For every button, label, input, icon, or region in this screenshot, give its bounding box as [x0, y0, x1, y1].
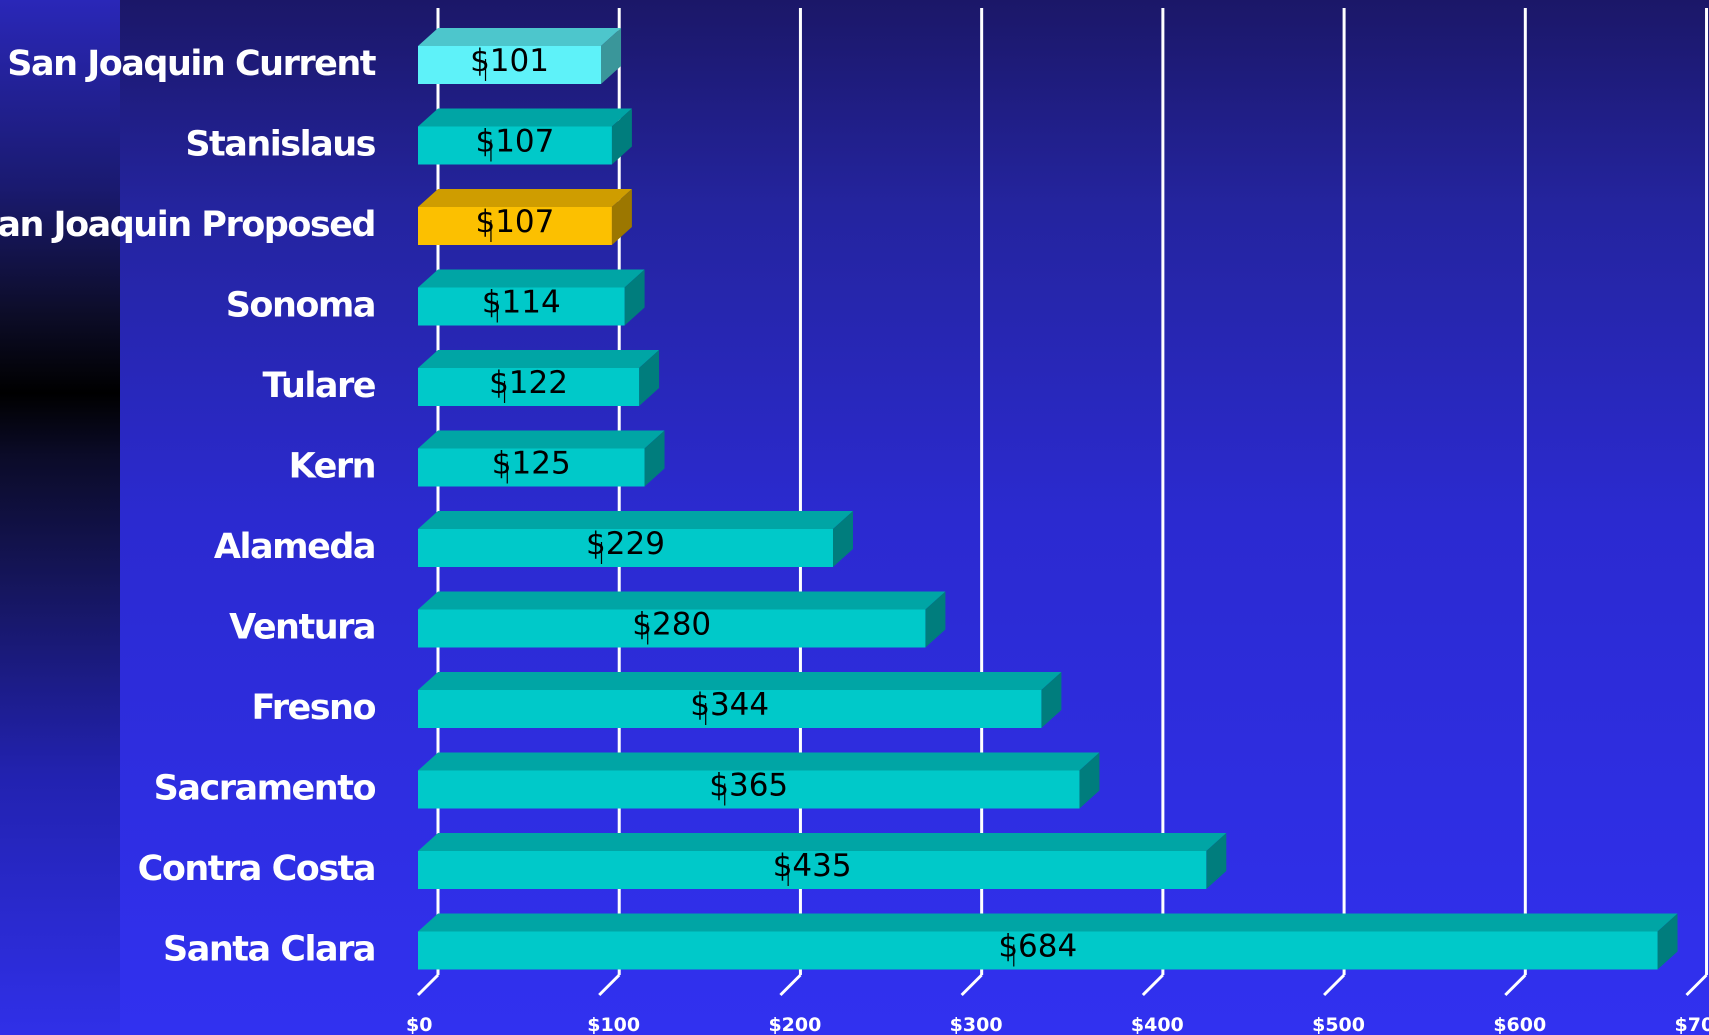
bar-top-face: [418, 28, 622, 46]
x-tick-label: $600: [1493, 1014, 1546, 1035]
bar-top-face: [418, 189, 632, 207]
value-label: $365: [709, 768, 788, 804]
category-label: Ventura: [229, 608, 375, 648]
bar-top-face: [418, 752, 1100, 771]
bar-side-face: [611, 108, 632, 165]
bar-top-face: [418, 913, 1678, 932]
bar-group: $107: [418, 108, 632, 165]
x-tick-label: $100: [587, 1014, 640, 1035]
bar-group: $122: [418, 350, 660, 406]
category-label: Santa Clara: [163, 930, 375, 970]
category-label: Sonoma: [226, 286, 375, 326]
bar: [418, 851, 1207, 889]
value-label: $435: [773, 848, 852, 884]
floor-line: [416, 973, 440, 997]
bar-group: $125: [418, 430, 665, 487]
bar: [418, 368, 640, 406]
bar-side-face: [1079, 752, 1100, 809]
floor-line: [960, 973, 983, 997]
bar: [418, 770, 1080, 809]
value-label: $344: [690, 687, 769, 723]
value-label: $280: [632, 607, 711, 643]
bars: $101 $107 $107 $114 $122 $125 $229 $280 $344 $365…: [418, 28, 1678, 970]
bar-side-face: [639, 350, 660, 406]
x-tick-label: $400: [1131, 1014, 1184, 1035]
floor-line: [1685, 973, 1708, 997]
bar-side-face: [925, 591, 946, 648]
bar-top-face: [418, 108, 632, 127]
category-label: Alameda: [214, 527, 375, 567]
x-tick-label: $700: [1675, 1014, 1709, 1035]
x-tick-label: $200: [768, 1014, 821, 1035]
category-labels: San Joaquin Current Stanislaus San Joaquin…: [0, 44, 377, 970]
bar-group: $101: [418, 28, 622, 84]
bar-top-face: [418, 833, 1227, 851]
floor-line: [598, 973, 621, 997]
category-label: Contra Costa: [138, 849, 375, 889]
category-label: Tulare: [262, 366, 375, 406]
value-label: $125: [492, 446, 571, 482]
bar-side-face: [1657, 913, 1678, 970]
bar-group: $684: [418, 913, 1678, 970]
bar: [418, 46, 602, 84]
x-tick-label: $500: [1312, 1014, 1365, 1035]
bar-top-face: [418, 350, 660, 368]
bar: [418, 207, 612, 245]
category-label: San Joaquin Proposed: [0, 205, 375, 245]
value-label: $101: [470, 43, 549, 79]
floor-line: [779, 973, 802, 997]
bar-group: $365: [418, 752, 1100, 809]
bar-group: $229: [418, 511, 853, 567]
bar: [418, 690, 1042, 728]
floor-line: [1504, 973, 1527, 997]
x-tick-label: $300: [950, 1014, 1003, 1035]
bar-group: $280: [418, 591, 946, 648]
bar-group: $107: [418, 189, 632, 245]
bar-top-face: [418, 269, 645, 288]
floor-line: [1323, 973, 1346, 997]
bar: [418, 529, 833, 567]
bar-group: $435: [418, 833, 1227, 889]
value-label: $229: [586, 526, 665, 562]
bar-side-face: [1041, 672, 1062, 728]
bar-side-face: [644, 430, 665, 487]
value-label: $114: [482, 285, 561, 321]
bar-top-face: [418, 511, 853, 529]
floor-line: [1141, 973, 1164, 997]
category-label: Sacramento: [154, 769, 376, 809]
bar-group: $114: [418, 269, 645, 326]
bar-top-face: [418, 430, 665, 449]
bar-top-face: [418, 672, 1062, 690]
value-label: $684: [998, 929, 1077, 965]
left-decorative-strip: [0, 0, 120, 1035]
bar-side-face: [832, 511, 853, 567]
bar: [418, 126, 612, 165]
category-label: Stanislaus: [185, 125, 375, 165]
bar: [418, 931, 1658, 970]
bar-group: $344: [418, 672, 1062, 728]
bar-top-face: [418, 591, 946, 610]
bar-side-face: [601, 28, 622, 84]
value-label: $107: [475, 204, 554, 240]
bar-side-face: [611, 189, 632, 245]
bar: [418, 287, 625, 326]
value-label: $122: [489, 365, 568, 401]
gridlines: [416, 8, 1709, 997]
bar: [418, 448, 645, 487]
category-label: San Joaquin Current: [7, 44, 375, 84]
bar-side-face: [624, 269, 645, 326]
bar: [418, 609, 926, 648]
x-axis-tick-labels: $0 $100 $200 $300 $400 $500 $600 $700: [406, 1014, 1709, 1035]
value-label: $107: [475, 124, 554, 160]
category-label: Kern: [289, 447, 375, 487]
x-tick-label: $0: [406, 1014, 432, 1035]
bar-side-face: [1206, 833, 1227, 889]
category-label: Fresno: [252, 688, 376, 728]
